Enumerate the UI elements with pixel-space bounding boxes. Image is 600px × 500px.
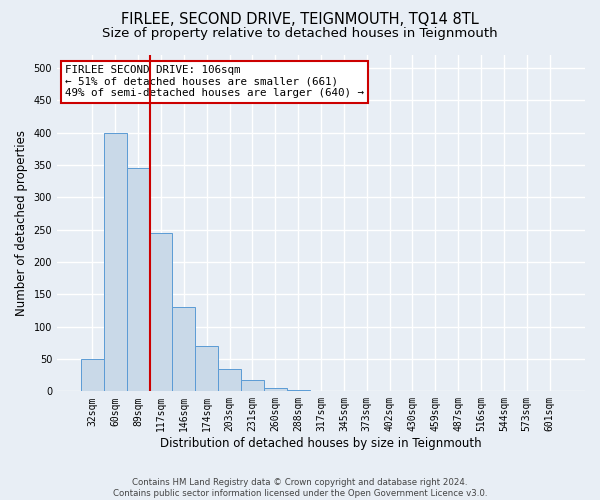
Bar [127, 168, 149, 392]
Bar [287, 390, 310, 392]
Bar [264, 388, 287, 392]
Bar [149, 233, 172, 392]
Bar [310, 390, 332, 392]
Bar [81, 359, 104, 392]
Bar [241, 380, 264, 392]
Y-axis label: Number of detached properties: Number of detached properties [15, 130, 28, 316]
Text: Contains HM Land Registry data © Crown copyright and database right 2024.
Contai: Contains HM Land Registry data © Crown c… [113, 478, 487, 498]
Text: Size of property relative to detached houses in Teignmouth: Size of property relative to detached ho… [102, 28, 498, 40]
Bar [218, 368, 241, 392]
Bar [172, 307, 196, 392]
Text: FIRLEE, SECOND DRIVE, TEIGNMOUTH, TQ14 8TL: FIRLEE, SECOND DRIVE, TEIGNMOUTH, TQ14 8… [121, 12, 479, 28]
Text: FIRLEE SECOND DRIVE: 106sqm
← 51% of detached houses are smaller (661)
49% of se: FIRLEE SECOND DRIVE: 106sqm ← 51% of det… [65, 65, 364, 98]
X-axis label: Distribution of detached houses by size in Teignmouth: Distribution of detached houses by size … [160, 437, 482, 450]
Bar [196, 346, 218, 392]
Bar [104, 132, 127, 392]
